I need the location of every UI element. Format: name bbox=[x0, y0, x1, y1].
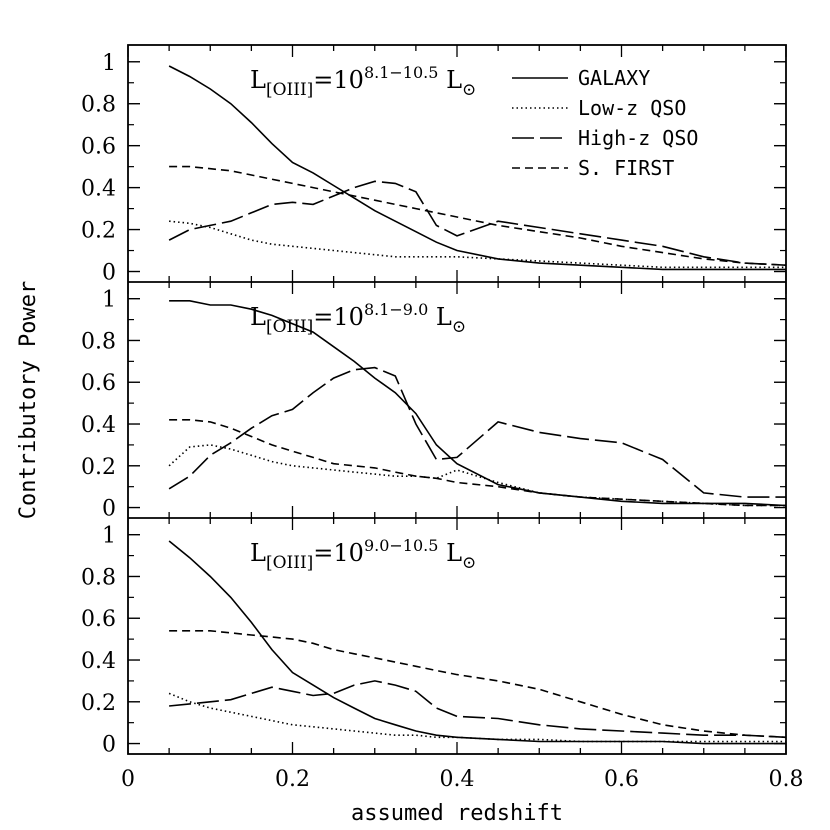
panel-2-y-tick-label: 0.8 bbox=[81, 329, 116, 354]
panel-3-series-s-first bbox=[169, 630, 787, 739]
panel-1-y-tick-label: 0.4 bbox=[81, 177, 116, 202]
panel-3-y-tick-label: 0.8 bbox=[81, 565, 116, 590]
panel-2-y-tick-label: 1 bbox=[102, 288, 116, 313]
panel-1-y-tick-label: 0.8 bbox=[81, 93, 116, 118]
legend-label-high-z-qso: High-z QSO bbox=[578, 126, 698, 150]
panel-1-series-high-z-qso bbox=[168, 180, 787, 266]
panel-1: 0 0.2 0.4 0.6 0.8 1 L[OIII]=108.1−10.5 L⊙ bbox=[81, 45, 787, 286]
x-tick-label: 0.2 bbox=[275, 767, 310, 792]
panel-1-series-s-first bbox=[169, 165, 787, 266]
panel-3-y-tick-label: 0.4 bbox=[81, 649, 116, 674]
axes-layer: 0 0.2 0.4 0.6 0.8 bbox=[121, 44, 804, 792]
panel-2: 0 0.2 0.4 0.6 0.8 1 L[OIII]=108.1−9.0 L⊙ bbox=[81, 282, 787, 522]
x-tick-label: 0 bbox=[121, 767, 135, 792]
panel-3-y-tick-label: 0 bbox=[102, 733, 116, 758]
panel-3-y-tick-label: 1 bbox=[102, 524, 116, 549]
panel-3-series-galaxy bbox=[168, 540, 786, 745]
x-tick-label: 0.6 bbox=[604, 767, 639, 792]
panel-2-series-galaxy bbox=[169, 300, 787, 507]
panel-2-annotation: L[OIII]=108.1−9.0 L⊙ bbox=[250, 300, 466, 337]
panel-3-series-low-z-qso bbox=[168, 692, 786, 743]
panel-3-y-tick-label: 0.6 bbox=[81, 607, 116, 632]
legend-label-low-z-qso: Low-z QSO bbox=[578, 96, 686, 120]
y-axis-title: Contributory Power bbox=[16, 281, 41, 519]
panel-2-y-tick-label: 0.4 bbox=[81, 413, 116, 438]
plot-frame bbox=[127, 44, 787, 755]
panel-2-series-low-z-qso bbox=[168, 444, 786, 507]
x-axis-title: assumed redshift bbox=[351, 801, 563, 826]
panel-2-y-tick-label: 0 bbox=[102, 497, 116, 522]
panel-2-y-tick-label: 0.6 bbox=[81, 371, 116, 396]
panel-1-y-tick-label: 0 bbox=[102, 261, 116, 286]
panel-1-annotation: L[OIII]=108.1−10.5 L⊙ bbox=[250, 63, 476, 100]
panel-1-y-tick-label: 0.6 bbox=[81, 135, 116, 160]
panel-2-series-s-first bbox=[169, 419, 786, 507]
panel-1-series-low-z-qso bbox=[169, 220, 786, 269]
panel-1-series-galaxy bbox=[168, 65, 786, 271]
panel-2-y-tick-label: 0.2 bbox=[81, 455, 116, 480]
legend-label-s-first: S. FIRST bbox=[578, 156, 674, 180]
panel-1-y-tick-label: 1 bbox=[102, 51, 116, 76]
legend-label-galaxy: GALAXY bbox=[578, 66, 650, 90]
legend: GALAXY Low-z QSO High-z QSO S. FIRST bbox=[512, 66, 698, 180]
panel-3-annotation: L[OIII]=109.0−10.5 L⊙ bbox=[250, 536, 476, 573]
x-tick-label: 0.4 bbox=[440, 767, 475, 792]
panel-3: 0 0.2 0.4 0.6 0.8 1 L[OIII]=109.0−10.5 L⊙ bbox=[81, 518, 787, 758]
panel-3-y-tick-label: 0.2 bbox=[81, 691, 116, 716]
x-tick-label: 0.8 bbox=[769, 767, 804, 792]
panel-1-y-tick-label: 0.2 bbox=[81, 219, 116, 244]
panel-3-series-high-z-qso bbox=[169, 680, 787, 739]
panels-layer: 00.20.40.60.81L[OIII]=108.1−10.5 L⊙00.20… bbox=[81, 45, 787, 758]
panel-2-series-high-z-qso bbox=[168, 366, 786, 498]
